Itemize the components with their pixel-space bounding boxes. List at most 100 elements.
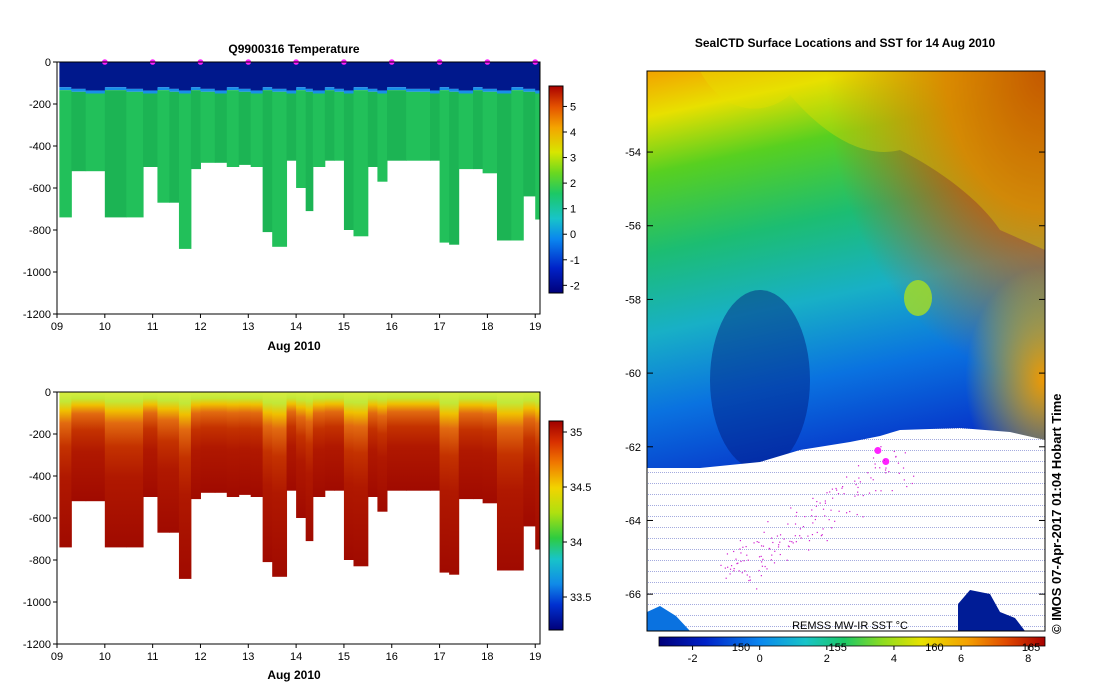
seal-track-dot [776, 535, 779, 537]
sst-colorbar [658, 636, 1046, 647]
temperature-thermocline-cell [238, 88, 252, 92]
temperature-thermocline-cell [439, 87, 450, 91]
seal-track-dot [854, 495, 856, 497]
temperature-thermocline-cell [535, 90, 541, 94]
y-tick-label: -600 [29, 183, 51, 195]
seal-track-dot [729, 573, 731, 575]
temperature-deep-cell [312, 93, 326, 167]
temperature-cold-surface-cell [343, 62, 354, 91]
temperature-thermocline-cell [296, 87, 307, 91]
salinity-x-axis: 09 10 11 12 13 14 15 16 17 18 19 [51, 644, 541, 663]
seal-track-dot [898, 472, 900, 474]
seal-track-dot [859, 481, 861, 483]
seal-track-dot [857, 465, 860, 467]
seal-track-dot [767, 521, 769, 523]
temperature-xlabel: Aug 2010 [267, 339, 321, 353]
seal-track-dot [868, 492, 871, 494]
seal-track-dot [842, 486, 844, 488]
seal-track-dot [835, 487, 837, 490]
salinity-profile-cell [439, 392, 450, 573]
seal-track-dot [790, 507, 792, 509]
seal-track-dot [830, 509, 832, 511]
y-tick-label: -1200 [23, 639, 51, 651]
sea-ice-no-data [647, 428, 1045, 631]
sst-colorbar-tick-label: 6 [958, 653, 964, 665]
salinity-profile-cell [511, 392, 524, 571]
x-tick-label: 19 [529, 321, 541, 333]
seal-track-dot [740, 552, 742, 554]
salinity-profile-cell [238, 392, 252, 495]
x-tick-label: 16 [386, 321, 398, 333]
y-tick-label: -600 [29, 513, 51, 525]
seal-track-dot [779, 534, 782, 536]
seal-track-dot [739, 540, 742, 542]
temperature-deep-cell [482, 91, 498, 174]
seal-track-dot [857, 494, 859, 496]
temperature-panel: Q9900316 Temperature 0 -200 -400 -600 -800 -1… [23, 42, 580, 353]
salinity-panel: 0 -200 -400 -600 -800 -1000 -1200 09 10 11 12 13 14… [23, 387, 592, 682]
salinity-section [59, 392, 541, 579]
temperature-deep-cell [262, 90, 273, 233]
salinity-colorbar-ticks: 33.5 34 34.5 35 [563, 427, 591, 604]
seal-track-dot [902, 467, 905, 469]
seal-track-dot [828, 519, 830, 521]
y-tick-label: -1000 [23, 597, 51, 609]
temperature-thermocline-cell [334, 88, 345, 92]
temperature-deep-cell [353, 90, 369, 237]
seal-track-dot [808, 540, 811, 542]
seal-track-dot [760, 555, 762, 557]
seal-track-dot [816, 531, 818, 534]
seal-track-dot [789, 540, 791, 542]
temperature-thermocline-cell [353, 87, 369, 91]
temperature-deep-cell [200, 91, 216, 163]
temperature-thermocline-cell [386, 87, 407, 91]
salinity-xlabel: Aug 2010 [267, 668, 321, 682]
temperature-deep-cell [250, 93, 264, 167]
seal-track-dot [758, 541, 760, 544]
salinity-profile-cell [496, 392, 512, 571]
temperature-cold-surface-cell [386, 62, 407, 88]
temperature-cold-surface-cell [377, 62, 388, 91]
sst-colorbar-tick-label: 8 [1025, 653, 1031, 665]
seal-track-dot [884, 469, 887, 471]
temperature-cold-surface-cell [178, 62, 192, 91]
seal-track-dot [870, 477, 872, 479]
seal-track-dot [815, 515, 817, 518]
x-tick-label: 19 [529, 651, 541, 663]
x-tick-label: 11 [147, 651, 158, 663]
x-tick-label: 09 [51, 651, 63, 663]
seal-track-dot [822, 528, 824, 530]
seal-surface-location [874, 446, 882, 454]
longitude-label: 160 [925, 642, 943, 654]
seal-track-dot [786, 559, 788, 561]
salinity-profile-cell [458, 392, 474, 500]
temperature-cold-surface-cell [238, 62, 252, 89]
x-tick-label: 10 [99, 321, 111, 333]
salinity-profile-cell [169, 392, 180, 533]
x-tick-label: 15 [338, 321, 350, 333]
temperature-deep-cell [386, 90, 407, 161]
seal-track-dot [778, 544, 780, 546]
salinity-profile-cell [305, 392, 314, 542]
seal-track-dot [742, 546, 744, 548]
seal-track-dot [819, 502, 821, 504]
temperature-cold-surface-cell [296, 62, 307, 88]
seal-track-dot [911, 482, 913, 485]
temperature-thermocline-cell [458, 90, 474, 94]
seal-track-dot [746, 554, 748, 556]
temperature-colorbar [548, 85, 564, 294]
seal-track-dot [745, 545, 747, 548]
seal-track-dot [727, 566, 729, 568]
seal-track-dot [883, 459, 886, 461]
temperature-thermocline-cell [143, 90, 158, 94]
seal-track-dot [779, 541, 781, 543]
seal-track-dot [749, 576, 751, 578]
temperature-cold-surface-cell [473, 62, 484, 88]
temperature-cold-surface-cell [458, 62, 474, 91]
colorbar-tick-label: 2 [570, 178, 576, 190]
temperature-deep-cell [324, 90, 335, 161]
temperature-deep-cell [458, 93, 474, 170]
seal-track-dot [845, 512, 848, 514]
seal-track-dot [788, 546, 790, 548]
x-tick-label: 13 [242, 321, 254, 333]
